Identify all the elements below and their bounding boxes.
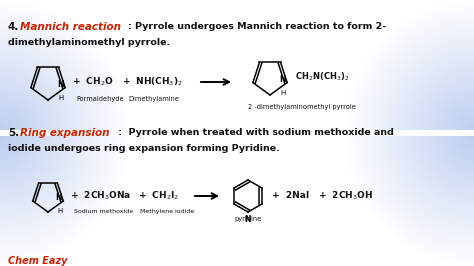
Text: Ring expansion: Ring expansion xyxy=(20,128,109,138)
Text: N: N xyxy=(58,80,64,89)
Text: :  Pyrrole when treated with sodium methoxide and: : Pyrrole when treated with sodium metho… xyxy=(115,128,394,137)
Text: +  CH$_2$O: + CH$_2$O xyxy=(72,76,114,88)
Text: Mannich reaction: Mannich reaction xyxy=(20,22,121,32)
Text: N: N xyxy=(56,193,62,202)
Text: H: H xyxy=(59,94,64,101)
Text: Dimethylamine: Dimethylamine xyxy=(128,96,179,102)
Text: Sodium methoxide: Sodium methoxide xyxy=(74,209,133,214)
Text: N: N xyxy=(245,215,251,224)
Text: N: N xyxy=(280,74,286,84)
Text: +  NH(CH$_3$)$_2$: + NH(CH$_3$)$_2$ xyxy=(122,76,183,88)
Text: CH$_2$N(CH$_3$)$_2$: CH$_2$N(CH$_3$)$_2$ xyxy=(295,71,349,83)
Text: Formaldehyde: Formaldehyde xyxy=(76,96,124,102)
Text: iodide undergoes ring expansion forming Pyridine.: iodide undergoes ring expansion forming … xyxy=(8,144,280,153)
Text: : Pyrrole undergoes Mannich reaction to form 2-: : Pyrrole undergoes Mannich reaction to … xyxy=(128,22,386,31)
Text: H: H xyxy=(57,208,62,214)
Text: +  2CH$_3$ONa: + 2CH$_3$ONa xyxy=(70,190,131,202)
Text: dimethylaminomethyl pyrrole.: dimethylaminomethyl pyrrole. xyxy=(8,38,170,47)
Text: 4.: 4. xyxy=(8,22,19,32)
Text: +  2NaI: + 2NaI xyxy=(272,192,309,201)
Text: Methylene iodide: Methylene iodide xyxy=(140,209,194,214)
Text: 2 -dimethylaminomethyl pyrrole: 2 -dimethylaminomethyl pyrrole xyxy=(248,104,356,110)
Text: Chem Eazy: Chem Eazy xyxy=(8,256,67,266)
Text: 5.: 5. xyxy=(8,128,19,138)
Text: +  CH$_2$I$_2$: + CH$_2$I$_2$ xyxy=(138,190,179,202)
Text: H: H xyxy=(281,90,286,95)
Text: +  2CH$_3$OH: + 2CH$_3$OH xyxy=(318,190,373,202)
Text: pyridine: pyridine xyxy=(234,216,262,222)
